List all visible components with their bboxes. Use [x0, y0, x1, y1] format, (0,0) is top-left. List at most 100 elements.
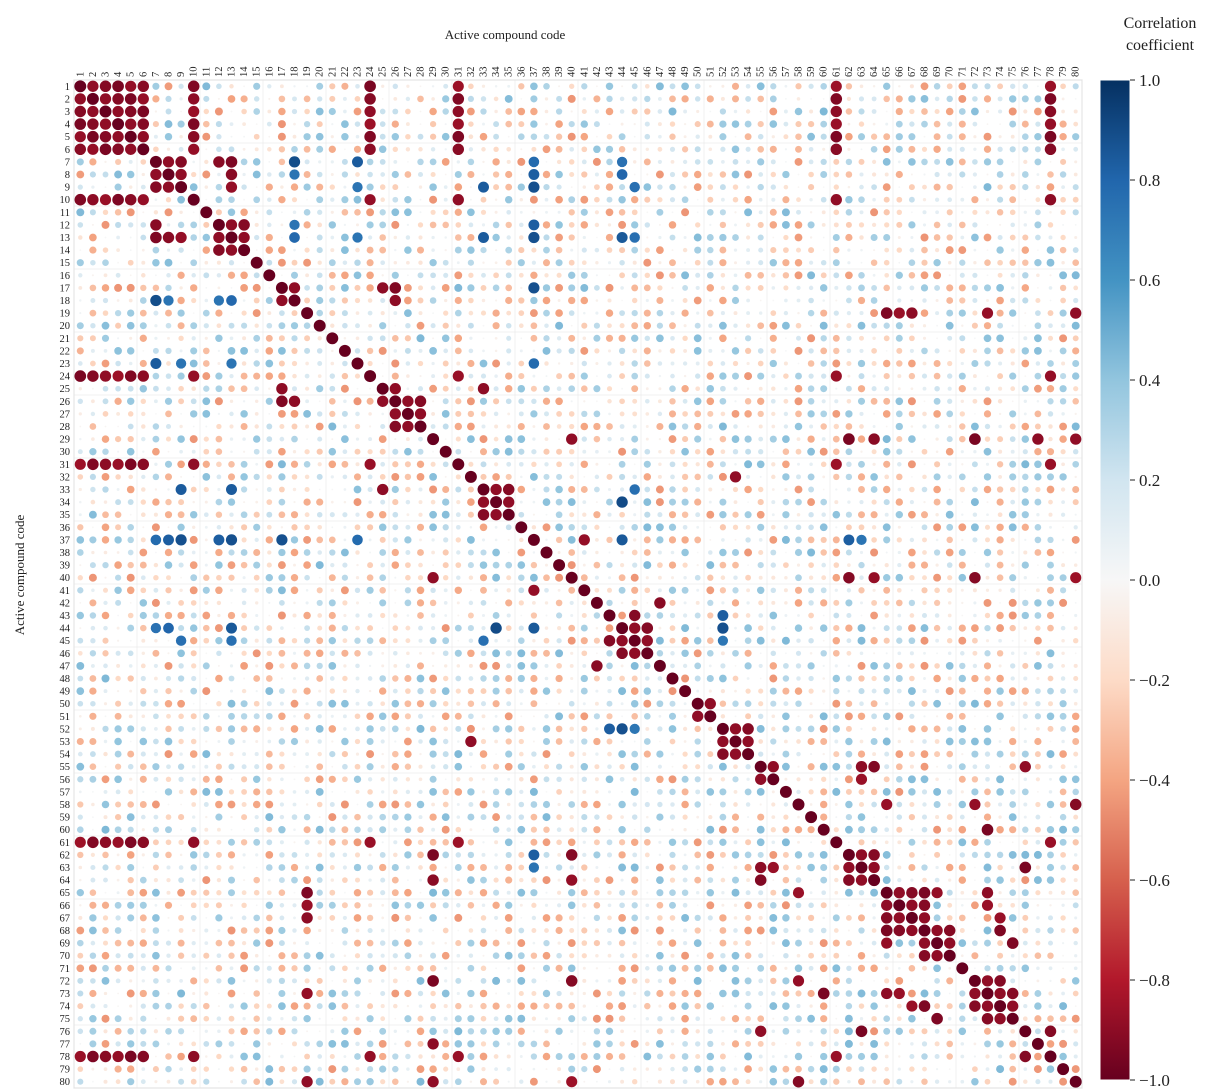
correlation-dot: [556, 814, 562, 820]
correlation-dot: [681, 674, 690, 683]
correlation-dot: [555, 246, 563, 254]
correlation-dot: [203, 512, 209, 518]
correlation-dot: [394, 324, 397, 327]
correlation-dot: [180, 475, 183, 478]
correlation-dot: [590, 596, 603, 609]
correlation-dot: [1022, 146, 1029, 153]
correlation-dot: [166, 600, 171, 605]
correlation-dot: [505, 599, 513, 607]
correlation-dot: [556, 827, 562, 832]
correlation-dot: [620, 563, 625, 568]
correlation-dot: [303, 687, 311, 695]
correlation-dot: [190, 713, 197, 720]
correlation-dot: [477, 496, 490, 508]
correlation-dot: [872, 626, 876, 630]
correlation-dot: [117, 261, 119, 264]
correlation-dot: [567, 636, 576, 645]
correlation-dot: [1008, 510, 1017, 519]
correlation-dot: [908, 788, 916, 796]
correlation-dot: [732, 675, 739, 682]
correlation-dot: [342, 852, 348, 858]
correlation-dot: [265, 851, 274, 859]
correlation-dot: [833, 599, 840, 606]
correlation-dot: [152, 95, 160, 103]
correlation-dot: [644, 83, 650, 89]
correlation-dot: [342, 322, 348, 329]
correlation-dot: [417, 612, 424, 619]
correlation-dot: [1046, 258, 1055, 267]
correlation-dot: [961, 211, 964, 214]
correlation-dot: [77, 524, 84, 531]
correlation-dot: [180, 110, 183, 113]
correlation-dot: [784, 575, 788, 580]
correlation-dot: [935, 299, 939, 302]
correlation-dot: [392, 625, 399, 631]
correlation-dot: [859, 651, 864, 656]
correlation-dot: [961, 752, 964, 756]
correlation-dot: [517, 422, 525, 431]
correlation-dot: [999, 223, 1002, 226]
correlation-dot: [820, 158, 827, 166]
correlation-dot: [457, 740, 460, 743]
correlation-dot: [441, 624, 450, 633]
correlation-dot: [215, 775, 223, 784]
correlation-dot: [304, 297, 311, 304]
correlation-dot: [265, 347, 274, 355]
correlation-dot: [518, 360, 525, 367]
correlation-dot: [467, 359, 475, 368]
correlation-dot: [594, 587, 600, 593]
correlation-dot: [669, 851, 676, 859]
correlation-dot: [102, 587, 109, 593]
correlation-dot: [883, 209, 890, 216]
correlation-dot: [278, 486, 285, 493]
correlation-dot: [99, 194, 112, 206]
correlation-dot: [896, 221, 903, 228]
correlation-dot: [217, 349, 221, 353]
correlation-dot: [392, 511, 399, 518]
correlation-dot: [205, 148, 208, 151]
correlation-dot: [203, 839, 210, 846]
correlation-dot: [456, 361, 461, 366]
correlation-dot: [227, 699, 236, 708]
correlation-dot: [923, 853, 926, 856]
correlation-dot: [202, 712, 210, 720]
correlation-dot: [418, 147, 423, 152]
correlation-dot: [771, 726, 776, 732]
correlation-dot: [202, 397, 211, 406]
correlation-dot: [303, 460, 311, 468]
correlation-dot: [1023, 210, 1027, 214]
correlation-dot: [141, 424, 146, 429]
correlation-dot: [935, 311, 940, 316]
correlation-dot: [329, 410, 336, 418]
correlation-dot: [191, 336, 196, 341]
correlation-dot: [354, 826, 361, 833]
correlation-dot: [769, 535, 778, 544]
correlation-dot: [1022, 259, 1029, 266]
correlation-dot: [671, 752, 674, 756]
correlation-dot: [658, 349, 662, 353]
correlation-dot: [482, 173, 485, 176]
correlation-dot: [101, 284, 110, 292]
correlation-dot: [392, 688, 398, 694]
correlation-dot: [252, 800, 261, 809]
correlation-dot: [141, 474, 146, 480]
correlation-dot: [379, 574, 387, 582]
correlation-dot: [770, 650, 777, 657]
correlation-dot: [756, 460, 765, 469]
correlation-dot: [695, 373, 701, 379]
correlation-dot: [1008, 523, 1017, 532]
correlation-dot: [204, 764, 209, 769]
correlation-dot: [882, 737, 891, 746]
correlation-dot: [205, 677, 208, 680]
correlation-dot: [153, 751, 159, 757]
correlation-dot: [177, 120, 185, 128]
correlation-dot: [1036, 173, 1040, 176]
correlation-dot: [1008, 95, 1017, 103]
correlation-dot: [241, 524, 248, 531]
correlation-dot: [518, 851, 525, 858]
correlation-dot: [165, 675, 172, 682]
correlation-dot: [456, 575, 461, 580]
correlation-dot: [709, 110, 712, 113]
correlation-dot: [1061, 361, 1066, 366]
correlation-dot: [389, 420, 402, 433]
